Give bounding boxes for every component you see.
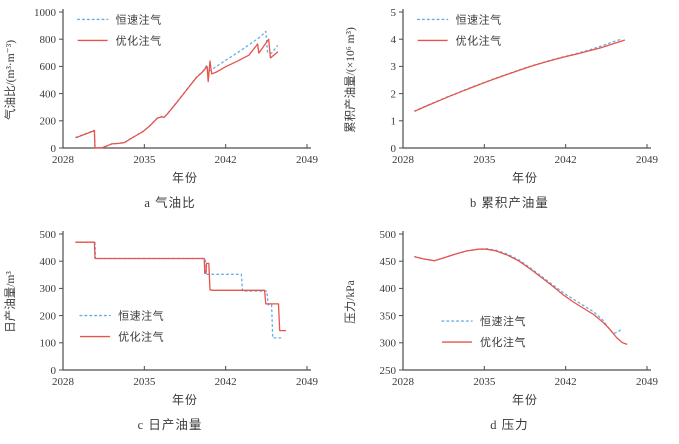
chart-b-canvas: 0 1 2 3 4 5 2028 2035 2042 2049 年份 累积产油量/(×10⁶ m³) 恒… bbox=[340, 0, 679, 196]
chart-c-caption: c 日产油量 bbox=[137, 418, 203, 432]
chart-a-caption: a 气油比 bbox=[144, 196, 196, 210]
y-tick-label: 0 bbox=[391, 143, 397, 155]
y-tick-label: 2 bbox=[391, 88, 397, 100]
y-tick-label: 3 bbox=[391, 61, 397, 73]
y-tick-label: 1 bbox=[391, 116, 397, 128]
chart-a-canvas: 0 200 400 600 800 1000 2028 2035 2042 2049 年份 气油比/(… bbox=[0, 0, 340, 196]
y-tick-label: 800 bbox=[40, 34, 57, 46]
legend-label: 恒速注气 bbox=[116, 12, 162, 26]
y-tick-label: 600 bbox=[40, 61, 57, 73]
x-tick-label: 2035 bbox=[473, 376, 496, 388]
y-tick-label: 500 bbox=[40, 229, 57, 241]
y-tick-label: 5 bbox=[391, 7, 397, 19]
y-tick-label: 300 bbox=[40, 283, 57, 295]
constant-rate-injection-line bbox=[413, 38, 624, 112]
x-tick-label: 2035 bbox=[133, 154, 156, 166]
chart-svg: 0 100 200 300 400 500 2028 2035 2042 2049 年份 日产油量/m… bbox=[3, 229, 319, 407]
chart-svg: 0 200 400 600 800 1000 2028 2035 2042 2049 年份 气油比/(… bbox=[3, 7, 319, 185]
x-tick-label: 2028 bbox=[52, 154, 75, 166]
y-tick-label: 500 bbox=[380, 229, 397, 241]
y-tick-label: 350 bbox=[380, 310, 397, 322]
y-tick-label: 1000 bbox=[34, 7, 57, 19]
y-tick-label: 0 bbox=[51, 143, 57, 155]
optimized-injection-line bbox=[414, 248, 628, 346]
x-axis-label: 年份 bbox=[512, 171, 538, 185]
x-tick-label: 2049 bbox=[296, 376, 319, 388]
x-tick-label: 2035 bbox=[133, 376, 156, 388]
x-axis-label: 年份 bbox=[512, 393, 538, 407]
constant-rate-injection-line bbox=[75, 30, 279, 149]
chart-svg: 0 1 2 3 4 5 2028 2035 2042 2049 年份 累积产油量/(×10⁶ m³) 恒… bbox=[343, 7, 659, 185]
y-tick-label: 0 bbox=[51, 365, 57, 377]
chart-d-pressure: 250 300 350 400 450 500 2028 2035 2042 2049 年份 压力/k… bbox=[340, 222, 679, 444]
chart-a-gas-oil-ratio: 0 200 400 600 800 1000 2028 2035 2042 2049 年份 气油比/(… bbox=[0, 0, 340, 222]
y-tick-label: 400 bbox=[40, 88, 57, 100]
x-tick-label: 2042 bbox=[215, 376, 237, 388]
legend-label: 恒速注气 bbox=[456, 12, 502, 26]
chart-d-canvas: 250 300 350 400 450 500 2028 2035 2042 2049 年份 压力/k… bbox=[340, 222, 679, 418]
x-tick-label: 2028 bbox=[52, 376, 75, 388]
y-tick-label: 200 bbox=[40, 116, 57, 128]
legend-label: 恒速注气 bbox=[480, 314, 526, 328]
x-tick-label: 2042 bbox=[215, 154, 237, 166]
legend-label: 优化注气 bbox=[480, 335, 526, 349]
x-tick-label: 2049 bbox=[296, 154, 319, 166]
y-tick-label: 100 bbox=[40, 338, 57, 350]
chart-svg: 250 300 350 400 450 500 2028 2035 2042 2049 年份 压力/k… bbox=[344, 229, 659, 407]
optimized-injection-line bbox=[75, 38, 279, 149]
y-tick-label: 400 bbox=[380, 283, 397, 295]
legend-label: 优化注气 bbox=[116, 33, 162, 47]
y-tick-label: 450 bbox=[380, 256, 397, 268]
x-tick-label: 2042 bbox=[555, 154, 577, 166]
x-tick-label: 2042 bbox=[555, 376, 577, 388]
optimized-injection-line bbox=[75, 241, 287, 332]
legend-label: 优化注气 bbox=[118, 330, 164, 344]
x-tick-label: 2035 bbox=[473, 154, 496, 166]
y-tick-label: 400 bbox=[40, 256, 57, 268]
chart-c-daily-oil-rate: 0 100 200 300 400 500 2028 2035 2042 2049 年份 日产油量/m… bbox=[0, 222, 340, 444]
optimized-injection-line bbox=[414, 39, 626, 112]
x-tick-label: 2028 bbox=[392, 154, 415, 166]
x-tick-label: 2049 bbox=[636, 376, 659, 388]
chart-b-cumulative-oil: 0 1 2 3 4 5 2028 2035 2042 2049 年份 累积产油量/(×10⁶ m³) 恒… bbox=[340, 0, 679, 222]
y-tick-label: 300 bbox=[380, 338, 397, 350]
chart-d-caption: d 压力 bbox=[490, 418, 529, 432]
x-tick-label: 2028 bbox=[392, 376, 415, 388]
y-axis-label: 日产油量/m³ bbox=[3, 271, 17, 333]
legend-label: 优化注气 bbox=[456, 33, 502, 47]
chart-b-caption: b 累积产油量 bbox=[470, 196, 549, 210]
chart-c-canvas: 0 100 200 300 400 500 2028 2035 2042 2049 年份 日产油量/m… bbox=[0, 222, 340, 418]
x-axis-label: 年份 bbox=[172, 393, 198, 407]
y-axis-label: 压力/kPa bbox=[344, 280, 357, 323]
y-tick-label: 250 bbox=[380, 365, 397, 377]
constant-rate-injection-line bbox=[75, 241, 283, 339]
legend-label: 恒速注气 bbox=[118, 309, 164, 323]
constant-rate-injection-line bbox=[413, 248, 624, 335]
y-axis-label: 累积产油量/(×10⁶ m³) bbox=[343, 27, 357, 133]
x-tick-label: 2049 bbox=[636, 154, 659, 166]
x-axis-label: 年份 bbox=[172, 171, 198, 185]
y-tick-label: 200 bbox=[40, 310, 57, 322]
y-tick-label: 4 bbox=[391, 34, 397, 46]
y-axis-label: 气油比/(m³·m⁻³) bbox=[3, 40, 17, 120]
